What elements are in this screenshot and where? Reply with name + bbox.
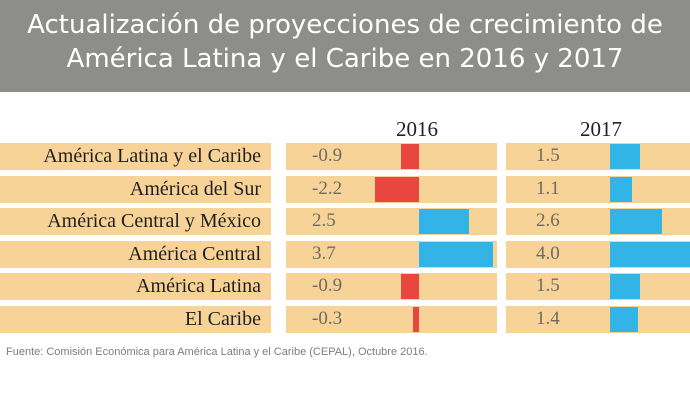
value-label-2017: 1.4 [536, 308, 560, 329]
cell-2017 [506, 273, 690, 300]
value-label-2016: 2.5 [312, 210, 336, 231]
value-label-2016: -2.2 [312, 178, 343, 199]
value-label-2017: 2.6 [536, 210, 560, 231]
cell-2016 [286, 306, 497, 333]
bar-2017 [610, 144, 640, 169]
cell-2017 [506, 176, 690, 203]
title-banner: Actualización de proyecciones de crecimi… [0, 0, 690, 92]
bar-2016 [419, 242, 493, 267]
bar-2017 [610, 307, 638, 332]
row-label: América del Sur [0, 176, 271, 203]
row-label: América Central [0, 241, 271, 268]
value-label-2016: -0.9 [312, 275, 343, 296]
value-label-2017: 1.5 [536, 145, 560, 166]
title-line-1: Actualización de proyecciones de crecimi… [27, 10, 663, 40]
bar-2017 [610, 274, 640, 299]
cell-2016 [286, 143, 497, 170]
bar-2016 [401, 274, 419, 299]
row-label: América Central y México [0, 208, 271, 235]
year-2016-header: 2016 [396, 117, 438, 141]
bar-2016 [401, 144, 419, 169]
bar-2016 [375, 177, 419, 202]
value-label-2016: -0.9 [312, 145, 343, 166]
cell-2017 [506, 306, 690, 333]
bar-2017 [610, 242, 690, 267]
source-note: Fuente: Comisión Económica para América … [6, 346, 428, 358]
value-label-2017: 1.1 [536, 178, 560, 199]
title-line-2: América Latina y el Caribe en 2016 y 201… [66, 44, 624, 74]
row-label: América Latina y el Caribe [0, 143, 271, 170]
value-label-2016: 3.7 [312, 243, 336, 264]
bar-2016 [413, 307, 419, 332]
year-2017-header: 2017 [580, 117, 622, 141]
cell-2016 [286, 273, 497, 300]
bar-2017 [610, 177, 632, 202]
value-label-2016: -0.3 [312, 308, 343, 329]
cell-2017 [506, 143, 690, 170]
row-label: América Latina [0, 273, 271, 300]
cell-2017 [506, 208, 690, 235]
bar-2016 [419, 209, 469, 234]
row-label: El Caribe [0, 306, 271, 333]
value-label-2017: 4.0 [536, 243, 560, 264]
bar-2017 [610, 209, 662, 234]
value-label-2017: 1.5 [536, 275, 560, 296]
